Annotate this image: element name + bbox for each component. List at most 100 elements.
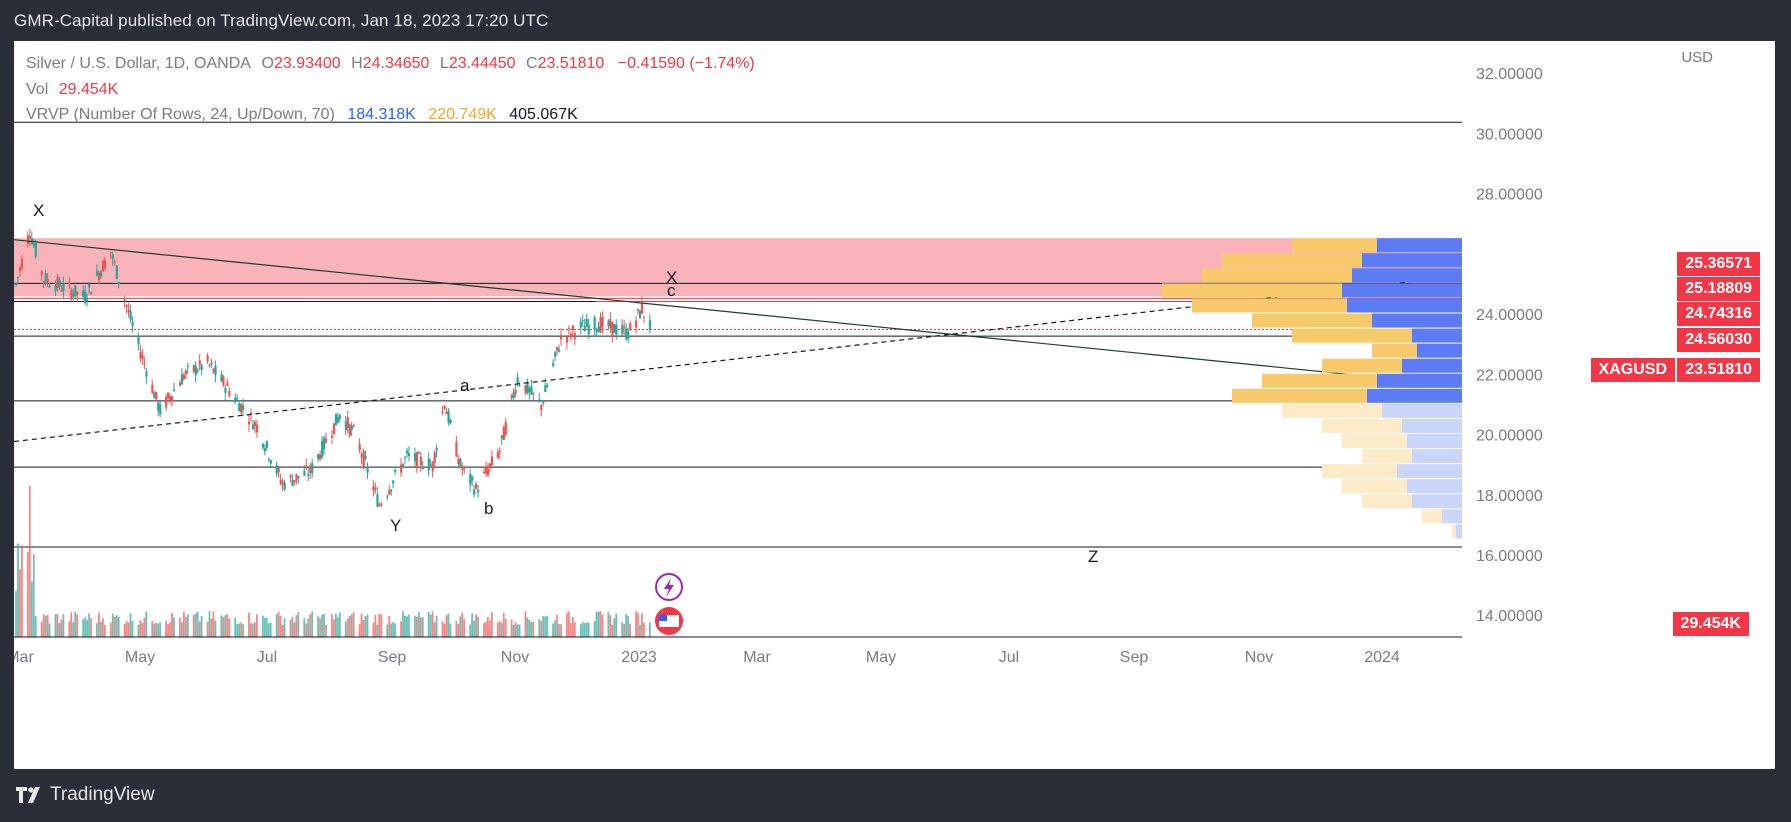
volume-bar <box>192 615 195 637</box>
candle-body <box>34 243 37 257</box>
volume-bar <box>307 618 310 637</box>
volume-bar <box>82 619 85 637</box>
volume-bar <box>352 612 355 637</box>
candle-body <box>184 370 188 375</box>
volume-bar <box>303 618 306 637</box>
candle-body <box>352 425 355 427</box>
volume-bar <box>558 623 560 637</box>
candle-body <box>56 277 59 288</box>
volume-bar <box>145 611 148 637</box>
price-tag-2: 25.18809 <box>1677 277 1760 301</box>
volume-bar <box>364 616 367 637</box>
volume-bar <box>623 623 626 637</box>
volume-profile-down-bar <box>1222 253 1362 268</box>
wave-label: X <box>666 268 677 287</box>
candle-body <box>165 396 168 408</box>
volume-bar <box>250 623 252 637</box>
volume-bar <box>585 622 588 637</box>
candle-body <box>90 291 93 295</box>
candle-body <box>336 417 340 423</box>
volume-bar <box>26 551 29 637</box>
currency-label: USD <box>1681 49 1713 66</box>
volume-bar <box>143 617 146 637</box>
candle-body <box>46 278 49 283</box>
volume-profile-down-bar <box>1252 313 1372 328</box>
volume-bar <box>518 624 521 637</box>
footer-brand[interactable]: TradingView <box>16 784 155 806</box>
candle-body <box>222 376 225 386</box>
volume-bar <box>532 621 535 637</box>
volume-bar <box>212 611 215 637</box>
volume-profile-down-bar <box>1372 343 1417 358</box>
candle-body <box>283 482 286 490</box>
volume-bar <box>435 615 438 637</box>
lightning-bolt-icon <box>664 578 674 597</box>
candle-body <box>528 388 531 393</box>
volume-bar <box>58 623 61 637</box>
candle-body <box>117 281 120 284</box>
low-value: 23.44450 <box>448 55 516 72</box>
volume-bar <box>226 614 229 637</box>
candle-body <box>82 289 85 297</box>
candle-body <box>125 305 128 307</box>
volume-bar <box>583 622 586 637</box>
vol-label[interactable]: Vol <box>26 80 49 98</box>
volume-bar <box>198 621 201 637</box>
volume-profile-up-bar <box>1456 524 1462 539</box>
candle-body <box>99 271 103 277</box>
volume-profile-up-bar <box>1372 313 1462 328</box>
candle-body <box>532 392 535 394</box>
candle-body <box>431 461 434 472</box>
candle-body <box>206 355 209 362</box>
last-price-tag: 23.51810 <box>1677 358 1760 382</box>
volume-bar <box>469 624 472 637</box>
candle-body <box>15 283 18 286</box>
volume-bar <box>378 613 381 637</box>
volume-bar <box>530 622 533 637</box>
candle-body <box>554 351 557 357</box>
candle-body <box>544 385 547 392</box>
candle-body <box>558 349 561 352</box>
volume-bar <box>103 624 106 637</box>
volume-bar <box>475 614 477 637</box>
volume-bar <box>427 611 430 637</box>
candle-body <box>514 389 517 394</box>
vrvp-label[interactable]: VRVP (Number Of Rows, 24, Up/Down, 70) <box>26 106 335 123</box>
candle-body <box>516 377 519 383</box>
price-chart[interactable]: Xa b Y Xc Z 32.00000 30.00000 28.00000 24.00000 2… <box>14 41 1775 769</box>
volume-bar <box>338 612 341 637</box>
volume-bar <box>109 622 112 637</box>
candle-body <box>74 285 77 297</box>
candle-body <box>344 421 347 431</box>
volume-bar <box>34 616 37 637</box>
candle-body <box>518 384 521 386</box>
x-tick-label: Jul <box>999 649 1019 666</box>
volume-bar <box>350 614 353 637</box>
y-tick-label: 22.00000 <box>1476 367 1543 384</box>
candle-body <box>552 363 555 366</box>
candle-body <box>277 468 280 473</box>
volume-profile-down-bar <box>1422 509 1442 524</box>
candle-body <box>627 331 630 339</box>
candle-body <box>145 371 148 377</box>
volume-bar <box>277 611 280 637</box>
symbol-title[interactable]: Silver / U.S. Dollar, 1D, OANDA <box>26 55 251 72</box>
volume-bar <box>502 612 505 637</box>
volume-profile-up-bar <box>1377 238 1462 253</box>
candle-body <box>330 435 334 438</box>
candle-body <box>567 328 571 330</box>
candle-body <box>640 303 644 314</box>
x-tick-label: 2023 <box>621 649 657 666</box>
candle-body <box>540 405 543 410</box>
candle-body <box>261 443 265 448</box>
candle-body <box>194 365 197 376</box>
volume-bar <box>449 623 452 637</box>
volume-bar <box>101 618 104 637</box>
candle-body <box>334 413 338 426</box>
volume-bar <box>19 569 21 637</box>
volume-bar <box>621 622 624 637</box>
volume-bar <box>566 612 568 637</box>
descending-trendline <box>14 239 1463 387</box>
volume-bar <box>96 623 98 637</box>
